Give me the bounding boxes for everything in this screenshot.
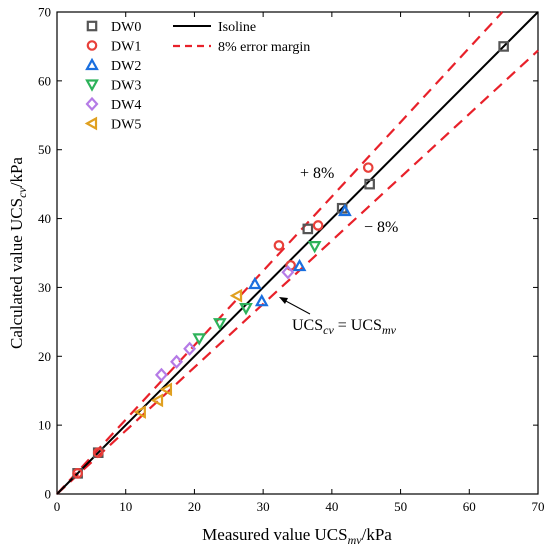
legend-marker-dw0 xyxy=(86,20,98,32)
y-tick-label: 0 xyxy=(45,487,52,502)
equation-arrowhead xyxy=(279,297,288,304)
annotation-equation: UCScv = UCSmv xyxy=(292,317,397,337)
point-dw5 xyxy=(133,405,146,419)
legend-label-dw0: DW0 xyxy=(111,20,141,35)
error-line-plus-8 xyxy=(56,11,504,495)
point-dw4 xyxy=(183,341,197,356)
equation-arrow xyxy=(283,299,311,315)
x-axis-title-suffix: /kPa xyxy=(362,525,393,544)
series-dw4 xyxy=(154,265,295,383)
legend-label-dw2: DW2 xyxy=(111,59,141,74)
y-axis-title-sub: cv xyxy=(15,187,29,198)
x-axis-title-sub: mv xyxy=(348,533,363,547)
x-tick-label: 0 xyxy=(54,499,61,514)
point-dw0 xyxy=(364,178,375,190)
point-dw2 xyxy=(338,203,352,217)
series-dw2 xyxy=(248,203,352,307)
point-dw4 xyxy=(154,367,168,383)
equation-right-sub: mv xyxy=(382,323,397,337)
legend-label-dw3: DW3 xyxy=(111,79,141,94)
point-dw3 xyxy=(239,302,253,316)
series-dw5 xyxy=(133,288,243,419)
legend-marker-dw3 xyxy=(85,79,99,92)
x-axis-title: Measured value UCSmv/kPa xyxy=(202,525,392,547)
point-dw3 xyxy=(307,241,322,254)
legend-label-dw1: DW1 xyxy=(111,40,141,55)
point-dw2 xyxy=(248,276,262,290)
y-axis-title-suffix: /kPa xyxy=(7,157,26,188)
y-tick-label: 10 xyxy=(38,418,51,433)
error-line-minus-8 xyxy=(56,49,539,495)
point-dw3 xyxy=(212,318,227,331)
series-dw1 xyxy=(72,162,374,479)
point-dw3 xyxy=(192,333,207,346)
y-tick-label: 50 xyxy=(38,142,51,157)
point-dw5 xyxy=(229,288,243,303)
data-points xyxy=(72,41,509,479)
point-dw4 xyxy=(281,265,295,280)
y-tick-label: 20 xyxy=(38,349,51,364)
legend-label-isoline: Isoline xyxy=(218,20,256,35)
y-tick-label: 30 xyxy=(38,280,51,295)
annotation-plus-8: + 8% xyxy=(300,165,334,182)
point-dw4 xyxy=(170,354,184,369)
x-tick-label: 50 xyxy=(394,499,407,514)
equation-mid: = UCS xyxy=(334,317,382,334)
legend-marker-dw2 xyxy=(85,57,99,71)
point-dw1 xyxy=(72,468,83,479)
plot-frame xyxy=(56,11,539,495)
point-dw5 xyxy=(150,393,164,408)
point-dw1 xyxy=(273,240,285,251)
point-dw0 xyxy=(302,223,314,235)
legend-marker-dw4 xyxy=(85,96,99,112)
point-dw5 xyxy=(159,382,173,397)
x-tick-label: 20 xyxy=(188,499,201,514)
legend-marker-dw5 xyxy=(84,116,98,131)
axis-ticks: 0 10 20 30 40 50 60 70 0 10 20 30 40 50 60 70 xyxy=(38,5,545,515)
x-tick-label: 70 xyxy=(532,499,545,514)
legend-label-error-margin: 8% error margin xyxy=(218,40,310,55)
point-dw1 xyxy=(362,162,374,173)
equation-left-sub: cv xyxy=(323,323,334,337)
y-axis-title: Calculated value UCScv/kPa xyxy=(7,157,29,349)
series-dw3 xyxy=(192,241,322,346)
y-tick-label: 60 xyxy=(38,73,51,88)
x-tick-label: 10 xyxy=(119,499,132,514)
annotation-minus-8: − 8% xyxy=(364,219,398,236)
point-dw2 xyxy=(292,258,307,272)
legend-marker-dw1 xyxy=(86,40,98,51)
y-tick-label: 40 xyxy=(38,211,51,226)
equation-left: UCS xyxy=(292,317,323,334)
point-dw1 xyxy=(92,447,104,458)
point-dw0 xyxy=(498,41,509,52)
y-tick-label: 70 xyxy=(38,5,51,20)
point-dw1 xyxy=(312,220,324,231)
x-tick-label: 40 xyxy=(325,499,338,514)
point-dw2 xyxy=(254,293,269,307)
x-tick-label: 60 xyxy=(463,499,476,514)
legend: DW0 DW1 DW2 DW3 DW4 DW5 Isoline 8% error margin xyxy=(84,20,310,133)
legend-label-dw5: DW5 xyxy=(111,118,141,133)
legend-label-dw4: DW4 xyxy=(111,98,141,113)
x-axis-title-prefix: Measured value UCS xyxy=(202,525,347,544)
x-tick-label: 30 xyxy=(257,499,270,514)
y-axis-title-prefix: Calculated value UCS xyxy=(7,198,26,349)
